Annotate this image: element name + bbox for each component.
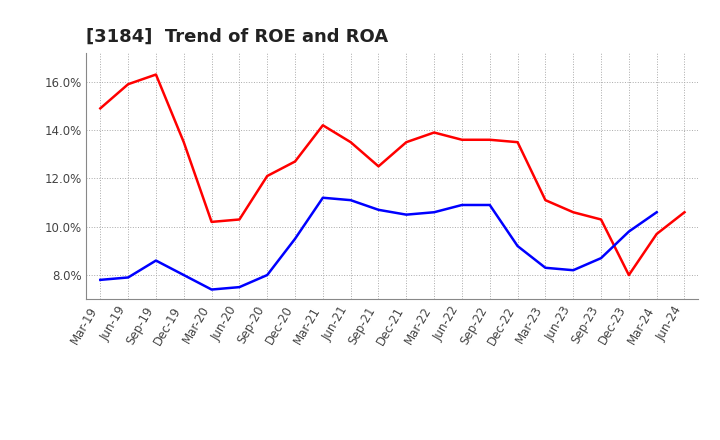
ROA: [346, 198, 355, 203]
ROA: [624, 229, 633, 234]
ROE: [346, 139, 355, 145]
ROE: [263, 173, 271, 179]
ROE: [624, 272, 633, 278]
ROA: [207, 287, 216, 292]
ROA: [152, 258, 161, 263]
ROA: [374, 207, 383, 213]
ROE: [513, 139, 522, 145]
ROE: [402, 139, 410, 145]
ROA: [652, 209, 661, 215]
ROA: [569, 268, 577, 273]
ROE: [124, 81, 132, 87]
ROE: [430, 130, 438, 135]
ROA: [291, 236, 300, 242]
ROE: [597, 217, 606, 222]
ROA: [430, 209, 438, 215]
ROA: [124, 275, 132, 280]
ROE: [235, 217, 243, 222]
ROE: [652, 231, 661, 237]
ROE: [485, 137, 494, 143]
Line: ROE: ROE: [100, 74, 685, 275]
ROA: [263, 272, 271, 278]
Text: [3184]  Trend of ROE and ROA: [3184] Trend of ROE and ROA: [86, 28, 389, 46]
ROE: [458, 137, 467, 143]
ROE: [152, 72, 161, 77]
ROA: [96, 277, 104, 282]
ROA: [485, 202, 494, 208]
ROA: [458, 202, 467, 208]
ROE: [541, 198, 550, 203]
Legend: ROE, ROA: ROE, ROA: [310, 434, 475, 440]
Line: ROA: ROA: [100, 198, 657, 290]
ROE: [96, 106, 104, 111]
ROA: [402, 212, 410, 217]
ROA: [513, 243, 522, 249]
ROA: [235, 285, 243, 290]
ROA: [541, 265, 550, 271]
ROE: [569, 209, 577, 215]
ROE: [207, 219, 216, 224]
ROA: [318, 195, 327, 200]
ROE: [318, 123, 327, 128]
ROA: [597, 256, 606, 261]
ROE: [680, 209, 689, 215]
ROE: [179, 139, 188, 145]
ROA: [179, 272, 188, 278]
ROE: [374, 164, 383, 169]
ROE: [291, 159, 300, 164]
